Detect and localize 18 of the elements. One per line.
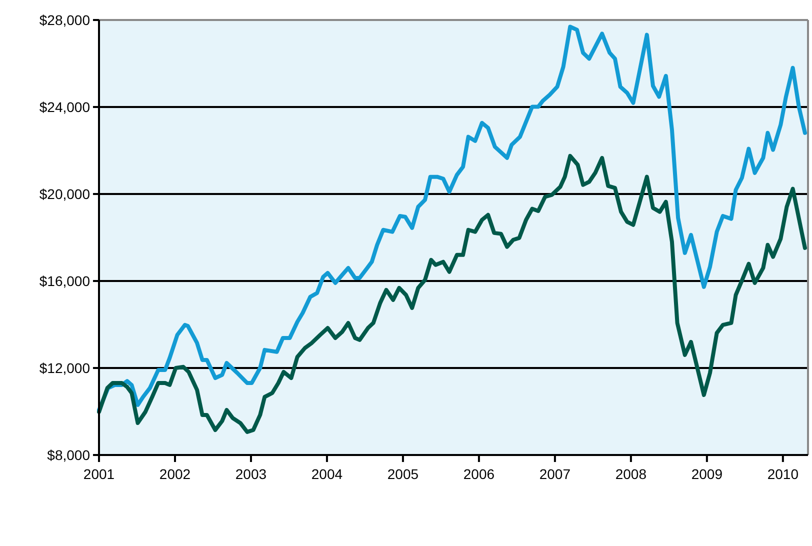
x-tick-label: 2003 (235, 466, 267, 482)
line-series (97, 154, 807, 434)
x-tick-label: 2001 (83, 466, 115, 482)
y-tick-label: $8,000 (47, 446, 90, 463)
x-tick-label: 2010 (767, 466, 799, 482)
y-tick-label: $20,000 (39, 186, 90, 202)
y-tick-label: $24,000 (39, 98, 90, 115)
x-tick-label: 2002 (159, 466, 191, 482)
x-tick-label: 2007 (539, 466, 571, 482)
y-tick-label: $12,000 (39, 360, 90, 376)
y-tick-label: $16,000 (39, 272, 90, 289)
x-tick-label: 2005 (387, 466, 419, 482)
line-series (97, 24, 807, 412)
x-tick-label: 2004 (311, 466, 343, 482)
x-tick-label: 2006 (463, 466, 495, 482)
x-tick-label: 2009 (691, 466, 723, 482)
x-tick-label: 2008 (615, 466, 647, 482)
y-tick-label: $28,000 (39, 12, 90, 28)
